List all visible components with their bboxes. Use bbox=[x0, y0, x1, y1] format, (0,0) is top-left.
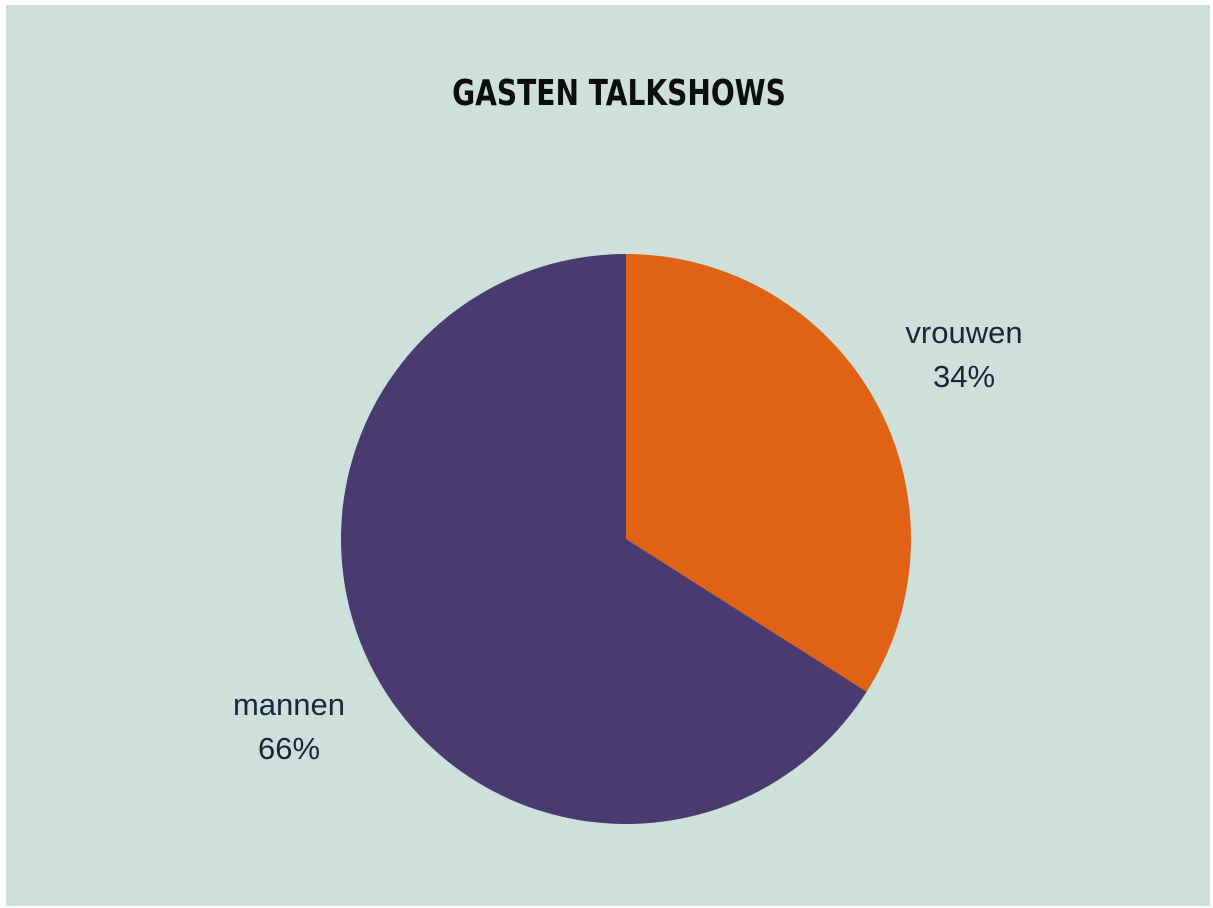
pie-slice-mannen bbox=[340, 254, 867, 825]
slice-label-mannen: mannen bbox=[233, 687, 345, 722]
chart-title: GASTEN TALKSHOWS bbox=[452, 73, 786, 114]
slice-label-vrouwen: vrouwen bbox=[905, 315, 1022, 350]
slice-value-vrouwen: 34% bbox=[933, 359, 995, 394]
slice-value-mannen: 66% bbox=[258, 731, 320, 766]
pie-slice-vrouwen bbox=[626, 254, 912, 692]
